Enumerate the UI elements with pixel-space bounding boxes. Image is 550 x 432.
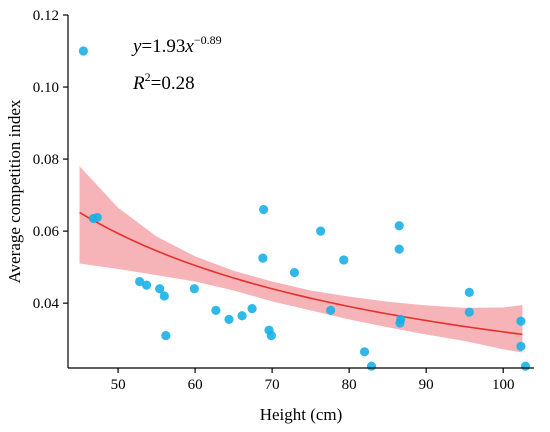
data-point — [464, 287, 474, 297]
plot-area — [78, 46, 531, 371]
x-tick-label: 90 — [419, 377, 434, 393]
equation-exponent: −0.89 — [194, 33, 222, 47]
data-point — [394, 244, 404, 254]
data-point — [316, 226, 326, 236]
data-point — [141, 280, 152, 290]
data-point — [339, 255, 349, 265]
data-point — [326, 305, 336, 315]
data-point — [155, 284, 165, 294]
data-point — [394, 221, 404, 231]
data-point — [92, 212, 102, 223]
data-point — [396, 314, 406, 324]
confidence-band — [79, 166, 523, 353]
data-point — [189, 284, 199, 294]
r-squared: R2=0.28 — [132, 70, 195, 94]
data-point — [366, 361, 377, 371]
x-tick-label: 70 — [265, 377, 280, 393]
x-tick-label: 80 — [342, 377, 357, 393]
x-axis-label: Height (cm) — [260, 405, 343, 424]
data-point — [259, 204, 269, 215]
x-tick-label: 60 — [188, 377, 203, 393]
data-point — [135, 276, 145, 287]
y-axis-label: Average competition index — [5, 99, 24, 283]
equation-x: x — [184, 36, 194, 57]
data-point — [289, 267, 300, 278]
data-point — [247, 303, 257, 314]
data-point — [258, 253, 268, 263]
data-point — [161, 330, 171, 341]
axes: 50 60 70 80 90 100 0.04 0.06 0.08 0.10 0.12 — [33, 8, 534, 393]
fit-line — [79, 211, 523, 336]
x-tick-label: 50 — [111, 377, 126, 393]
data-point — [516, 316, 526, 326]
data-point — [211, 305, 221, 315]
data-points — [78, 46, 531, 371]
r-squared-r: R — [132, 73, 145, 94]
x-ticks: 50 60 70 80 90 100 — [111, 368, 515, 393]
data-point — [359, 347, 370, 357]
y-tick-label: 0.08 — [33, 152, 59, 168]
data-point — [159, 291, 169, 301]
y-tick-label: 0.10 — [33, 80, 59, 96]
data-point — [464, 307, 474, 317]
r-squared-exponent: 2 — [145, 70, 151, 84]
data-point — [237, 311, 247, 321]
x-tick-label: 100 — [492, 377, 515, 393]
r-squared-value: =0.28 — [151, 73, 195, 94]
data-point — [78, 46, 88, 56]
y-tick-label: 0.12 — [33, 8, 59, 24]
data-point — [266, 330, 276, 341]
y-ticks: 0.04 0.06 0.08 0.10 0.12 — [33, 8, 68, 312]
data-point — [516, 341, 526, 351]
equation-coefficient: =1.93 — [141, 36, 185, 57]
y-tick-label: 0.06 — [33, 224, 60, 240]
y-tick-label: 0.04 — [33, 296, 60, 312]
data-point — [520, 361, 531, 371]
fit-equation: y=1.93x−0.89 — [131, 33, 222, 57]
data-point — [224, 314, 234, 324]
equation-y: y — [131, 36, 142, 57]
